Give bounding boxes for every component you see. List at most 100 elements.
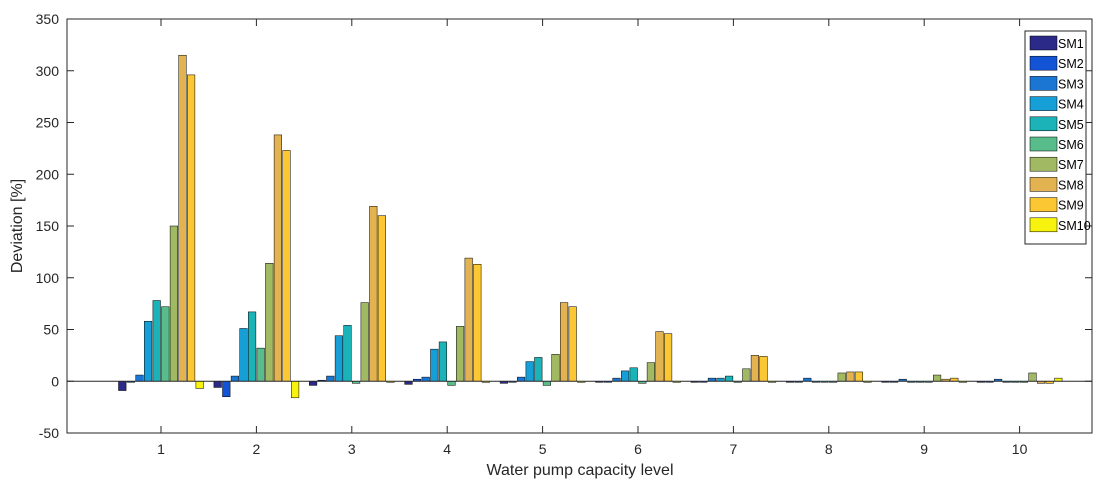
- legend-label-sm1: SM1: [1058, 37, 1084, 51]
- x-tick-label: 8: [825, 441, 833, 457]
- x-axis-label: Water pump capacity level: [486, 462, 673, 479]
- y-tick-label: 100: [36, 270, 60, 286]
- bar-sm4-level-1: [144, 320, 153, 382]
- bar-sm4-level-4: [430, 348, 439, 382]
- bar-sm7-level-5: [551, 354, 560, 382]
- y-axis-label: Deviation [%]: [9, 179, 26, 273]
- bar-sm7-level-8: [837, 372, 846, 382]
- plot-area: [67, 19, 1092, 433]
- bar-sm6-level-5: [542, 381, 551, 386]
- legend-label-sm7: SM7: [1058, 158, 1084, 172]
- bar-sm9-level-7: [759, 356, 768, 382]
- bar-sm5-level-2: [248, 311, 257, 382]
- legend-label-sm5: SM5: [1058, 118, 1084, 132]
- tick-labels-group: -50 0 50 100 150 200 250 300 350 1 2 3 4 5 6 7 8 9 10: [36, 11, 1028, 457]
- y-tick-label: 300: [36, 63, 60, 79]
- legend-swatch-sm3: [1029, 76, 1058, 91]
- bar-sm3-level-4: [421, 376, 430, 382]
- bar-sm9-level-1: [187, 74, 196, 382]
- legend-label-sm4: SM4: [1058, 98, 1084, 112]
- legend-label-sm8: SM8: [1058, 178, 1084, 192]
- y-tick-label: 150: [36, 218, 60, 234]
- legend-swatch-sm7: [1029, 156, 1058, 172]
- bar-sm4-level-3: [334, 335, 343, 382]
- bar-sm8-level-5: [560, 302, 569, 382]
- legend-swatch-sm6: [1029, 136, 1058, 152]
- bar-sm5-level-6: [629, 367, 638, 382]
- bar-sm9-level-8: [854, 371, 863, 382]
- bar-sm9-level-6: [664, 333, 673, 382]
- bar-sm7-level-9: [933, 374, 942, 382]
- bar-sm5-level-5: [534, 357, 543, 382]
- bar-sm2-level-2: [222, 381, 231, 398]
- legend: SM1 SM2 SM3 SM4 SM5 SM6 SM7 SM8 SM9 SM10: [1024, 30, 1091, 245]
- bar-sm6-level-1: [161, 306, 170, 382]
- legend-label-sm6: SM6: [1058, 138, 1084, 152]
- bar-sm6-level-2: [256, 347, 265, 382]
- bar-sm3-level-5: [517, 376, 526, 382]
- legend-swatch-sm9: [1029, 197, 1058, 212]
- bar-sm8-level-8: [846, 371, 855, 382]
- bar-sm8-level-2: [273, 134, 282, 382]
- bar-sm5-level-4: [438, 341, 447, 382]
- x-tick-label: 10: [1012, 441, 1028, 457]
- bar-sm8-level-4: [464, 257, 473, 382]
- bar-sm8-level-3: [369, 206, 378, 382]
- legend-swatch-sm10: [1029, 217, 1058, 233]
- legend-swatch-sm4: [1029, 96, 1058, 111]
- bar-sm5-level-7: [725, 375, 734, 382]
- bar-sm1-level-3: [309, 381, 318, 386]
- bar-sm7-level-1: [169, 225, 178, 382]
- legend-label-sm2: SM2: [1058, 57, 1084, 71]
- y-tick-label: 0: [51, 373, 59, 389]
- x-tick-label: 4: [443, 441, 451, 457]
- bar-sm8-level-7: [750, 355, 759, 382]
- bar-sm9-level-5: [568, 306, 577, 382]
- legend-label-sm9: SM9: [1058, 199, 1084, 213]
- bar-sm7-level-3: [360, 302, 369, 382]
- y-tick-label: 250: [36, 115, 60, 131]
- x-tick-label: 9: [920, 441, 928, 457]
- bar-sm10-level-2: [291, 381, 300, 399]
- bar-sm7-level-4: [456, 326, 465, 382]
- bar-sm3-level-3: [326, 375, 335, 382]
- bar-sm5-level-3: [343, 325, 352, 382]
- bar-sm4-level-5: [525, 361, 534, 382]
- x-tick-label: 7: [730, 441, 738, 457]
- bar-sm1-level-1: [118, 381, 127, 391]
- bar-sm3-level-2: [230, 375, 239, 382]
- bar-sm3-level-1: [135, 374, 144, 382]
- bar-sm10-level-1: [195, 381, 204, 389]
- bar-sm9-level-3: [377, 215, 386, 382]
- bar-sm7-level-6: [646, 362, 655, 382]
- bars-group: [118, 54, 1063, 399]
- legend-label-sm10: SM10: [1058, 219, 1091, 233]
- bar-sm7-level-10: [1028, 372, 1037, 382]
- bar-sm4-level-2: [239, 328, 248, 382]
- bar-sm9-level-4: [473, 264, 482, 382]
- y-tick-label: 50: [43, 322, 59, 338]
- x-tick-label: 3: [348, 441, 356, 457]
- axes-group: [66, 18, 1093, 434]
- bar-sm4-level-6: [621, 370, 630, 382]
- bar-sm6-level-4: [447, 381, 456, 386]
- legend-swatch-sm2: [1029, 55, 1058, 71]
- legend-swatch-sm8: [1029, 177, 1058, 192]
- legend-swatch-sm1: [1029, 35, 1058, 51]
- legend-swatch-sm5: [1029, 116, 1058, 132]
- bar-sm9-level-2: [282, 150, 291, 382]
- bar-sm1-level-2: [213, 381, 222, 388]
- bar-sm8-level-1: [178, 54, 187, 382]
- y-tick-label: 350: [36, 11, 60, 27]
- y-tick-label: -50: [39, 425, 59, 441]
- bar-sm7-level-7: [742, 368, 751, 382]
- y-tick-label: 200: [36, 166, 60, 182]
- x-tick-label: 5: [539, 441, 547, 457]
- legend-label-sm3: SM3: [1058, 77, 1084, 91]
- bar-sm8-level-6: [655, 331, 664, 382]
- bar-sm7-level-2: [265, 263, 274, 382]
- x-tick-label: 6: [634, 441, 642, 457]
- x-tick-label: 2: [253, 441, 261, 457]
- bar-sm5-level-1: [152, 300, 161, 382]
